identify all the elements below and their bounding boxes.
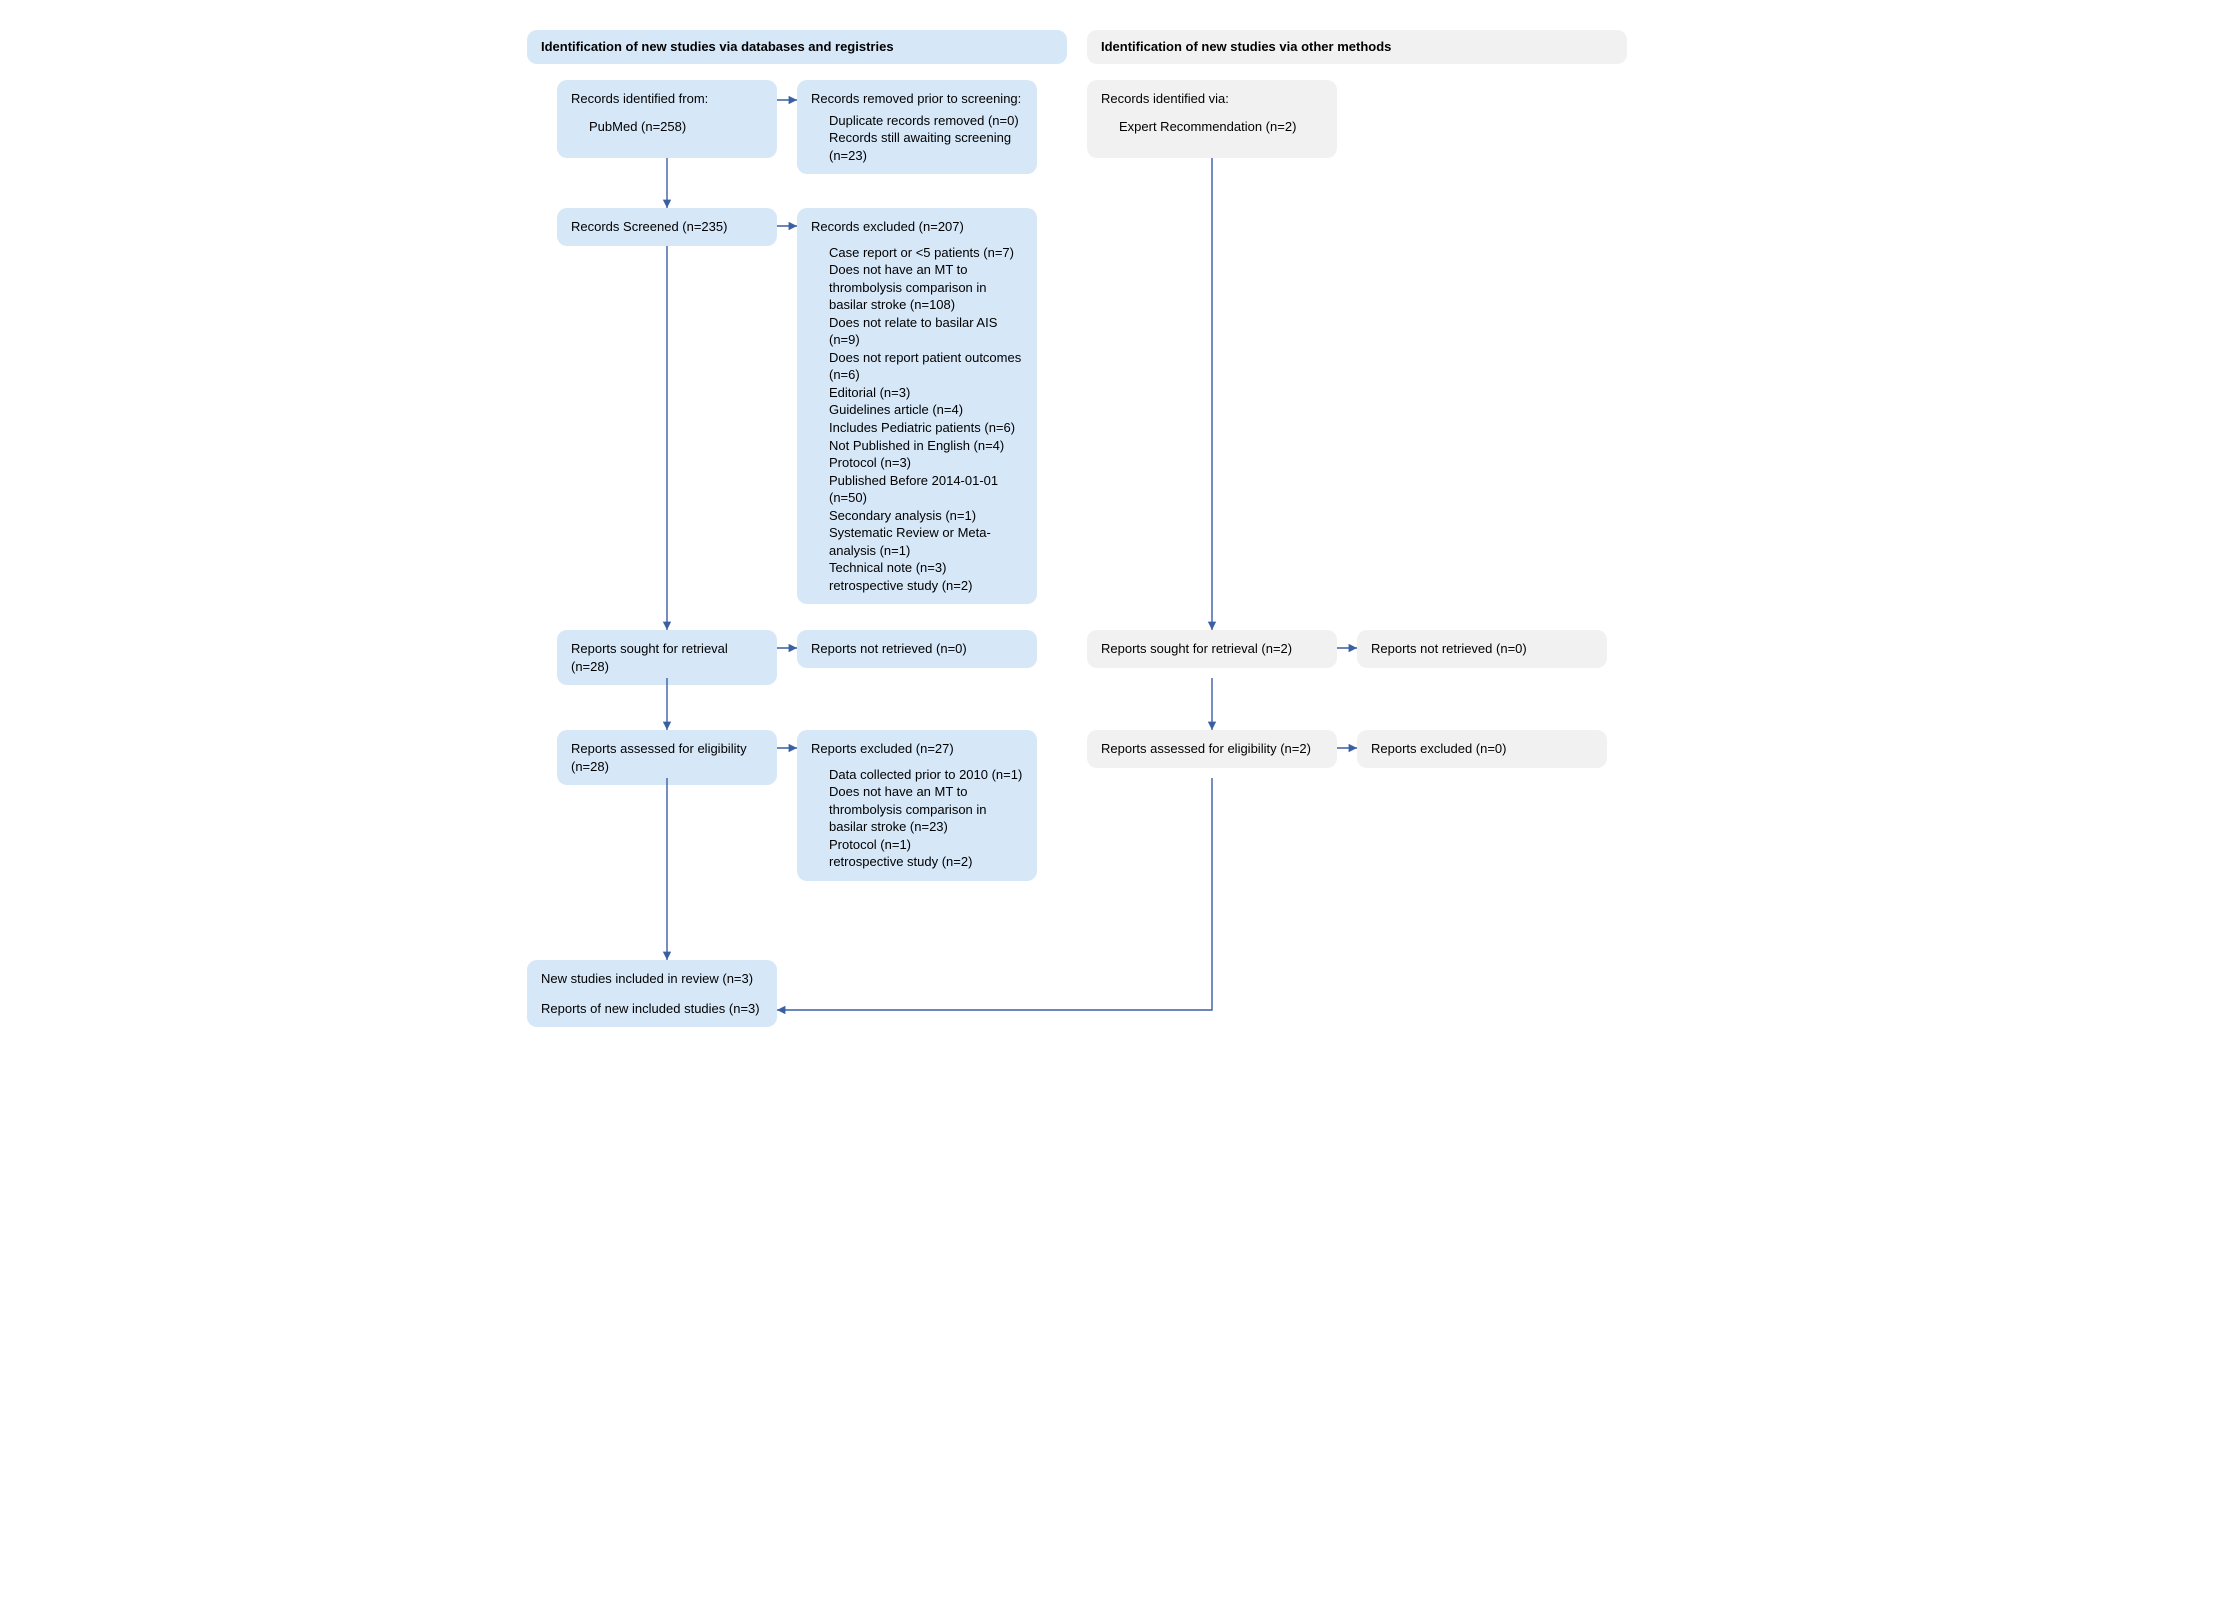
list-item: Published Before 2014-01-01 (n=50) [829, 472, 1023, 507]
left-identified-title: Records identified from: [571, 90, 763, 108]
left-rep-excluded-title: Reports excluded (n=27) [811, 740, 1023, 758]
left-screened-text: Records Screened (n=235) [571, 219, 727, 234]
right-assessed-text: Reports assessed for eligibility (n=2) [1101, 741, 1311, 756]
left-removed-sub2: Records still awaiting screening (n=23) [811, 129, 1023, 164]
list-item: Does not have an MT to thrombolysis comp… [829, 261, 1023, 314]
header-left-text: Identification of new studies via databa… [541, 39, 894, 54]
header-right: Identification of new studies via other … [1087, 30, 1627, 64]
left-identified: Records identified from: PubMed (n=258) [557, 80, 777, 158]
list-item: Includes Pediatric patients (n=6) [829, 419, 1023, 437]
left-removed-sub1: Duplicate records removed (n=0) [811, 112, 1023, 130]
arrows [427, 30, 1787, 1100]
left-rep-excluded-list: Data collected prior to 2010 (n=1)Does n… [811, 766, 1023, 871]
left-not-retrieved: Reports not retrieved (n=0) [797, 630, 1037, 668]
list-item: Does not report patient outcomes (n=6) [829, 349, 1023, 384]
left-included-2: Reports of new included studies (n=3) [541, 1000, 763, 1018]
right-rep-excluded: Reports excluded (n=0) [1357, 730, 1607, 768]
left-assessed: Reports assessed for eligibility (n=28) [557, 730, 777, 785]
right-assessed: Reports assessed for eligibility (n=2) [1087, 730, 1337, 768]
list-item: Case report or <5 patients (n=7) [829, 244, 1023, 262]
left-sought: Reports sought for retrieval (n=28) [557, 630, 777, 685]
list-item: Data collected prior to 2010 (n=1) [829, 766, 1023, 784]
left-excluded-list: Case report or <5 patients (n=7)Does not… [811, 244, 1023, 595]
list-item: Protocol (n=1) [829, 836, 1023, 854]
left-rep-excluded: Reports excluded (n=27) Data collected p… [797, 730, 1037, 881]
list-item: Technical note (n=3) [829, 559, 1023, 577]
list-item: retrospective study (n=2) [829, 853, 1023, 871]
left-screened: Records Screened (n=235) [557, 208, 777, 246]
left-excluded: Records excluded (n=207) Case report or … [797, 208, 1037, 604]
right-sought-text: Reports sought for retrieval (n=2) [1101, 641, 1292, 656]
header-right-text: Identification of new studies via other … [1101, 39, 1391, 54]
left-identified-sub: PubMed (n=258) [571, 118, 763, 136]
prisma-flowchart: Identification of new studies via databa… [427, 30, 1787, 1100]
right-sought: Reports sought for retrieval (n=2) [1087, 630, 1337, 668]
left-assessed-text: Reports assessed for eligibility (n=28) [571, 741, 747, 774]
list-item: Does not have an MT to thrombolysis comp… [829, 783, 1023, 836]
right-rep-excluded-text: Reports excluded (n=0) [1371, 741, 1507, 756]
left-removed-title: Records removed prior to screening: [811, 90, 1023, 108]
right-not-retrieved-text: Reports not retrieved (n=0) [1371, 641, 1527, 656]
left-sought-text: Reports sought for retrieval (n=28) [571, 641, 728, 674]
header-left: Identification of new studies via databa… [527, 30, 1067, 64]
left-not-retrieved-text: Reports not retrieved (n=0) [811, 641, 967, 656]
list-item: Does not relate to basilar AIS (n=9) [829, 314, 1023, 349]
right-not-retrieved: Reports not retrieved (n=0) [1357, 630, 1607, 668]
list-item: Systematic Review or Meta-analysis (n=1) [829, 524, 1023, 559]
list-item: Guidelines article (n=4) [829, 401, 1023, 419]
left-included: New studies included in review (n=3) Rep… [527, 960, 777, 1027]
right-identified-sub: Expert Recommendation (n=2) [1101, 118, 1323, 136]
right-identified-title: Records identified via: [1101, 90, 1323, 108]
list-item: Not Published in English (n=4) [829, 437, 1023, 455]
left-removed: Records removed prior to screening: Dupl… [797, 80, 1037, 174]
list-item: Editorial (n=3) [829, 384, 1023, 402]
list-item: retrospective study (n=2) [829, 577, 1023, 595]
list-item: Secondary analysis (n=1) [829, 507, 1023, 525]
left-excluded-title: Records excluded (n=207) [811, 218, 1023, 236]
list-item: Protocol (n=3) [829, 454, 1023, 472]
right-identified: Records identified via: Expert Recommend… [1087, 80, 1337, 158]
left-included-1: New studies included in review (n=3) [541, 970, 763, 988]
